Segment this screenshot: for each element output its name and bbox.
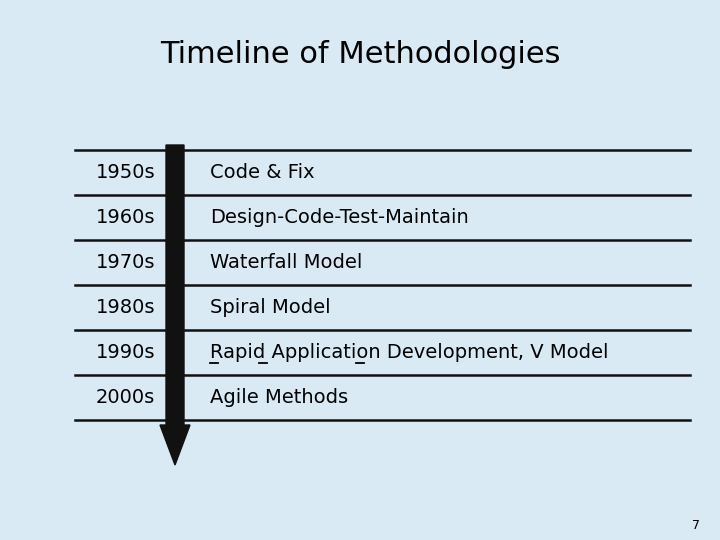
Text: Timeline of Methodologies: Timeline of Methodologies	[160, 40, 560, 69]
Text: 7: 7	[692, 519, 700, 532]
Text: 1970s: 1970s	[96, 253, 155, 272]
Text: Spiral Model: Spiral Model	[210, 298, 330, 317]
Text: 1990s: 1990s	[96, 343, 155, 362]
Text: 1960s: 1960s	[96, 208, 155, 227]
Text: Agile Methods: Agile Methods	[210, 388, 348, 407]
Text: Rapid Application Development, V Model: Rapid Application Development, V Model	[210, 343, 608, 362]
Text: Design-Code-Test-Maintain: Design-Code-Test-Maintain	[210, 208, 469, 227]
Text: Code & Fix: Code & Fix	[210, 163, 315, 182]
Text: Waterfall Model: Waterfall Model	[210, 253, 362, 272]
Text: 2000s: 2000s	[96, 388, 155, 407]
Text: 1950s: 1950s	[95, 163, 155, 182]
FancyArrow shape	[160, 145, 190, 465]
Text: 1980s: 1980s	[96, 298, 155, 317]
